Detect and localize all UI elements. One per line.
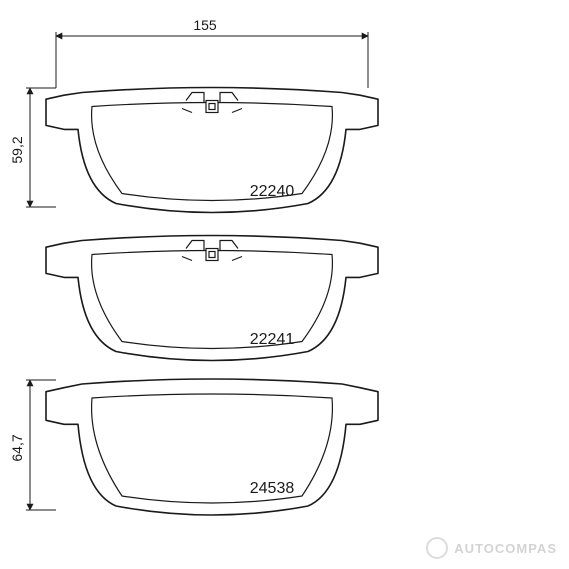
part-number: 22241	[250, 331, 295, 348]
dimension-label: 59,2	[9, 136, 25, 163]
part-number: 22240	[250, 183, 295, 200]
dimension-label: 155	[193, 17, 217, 33]
watermark-icon	[426, 537, 448, 559]
dimension-label: 64,7	[9, 434, 25, 461]
part-number: 24538	[250, 480, 295, 497]
watermark-logo: AUTOCOMPAS	[426, 537, 557, 559]
watermark-text: AUTOCOMPAS	[454, 541, 557, 556]
pad-bottom: 24538	[46, 379, 378, 515]
